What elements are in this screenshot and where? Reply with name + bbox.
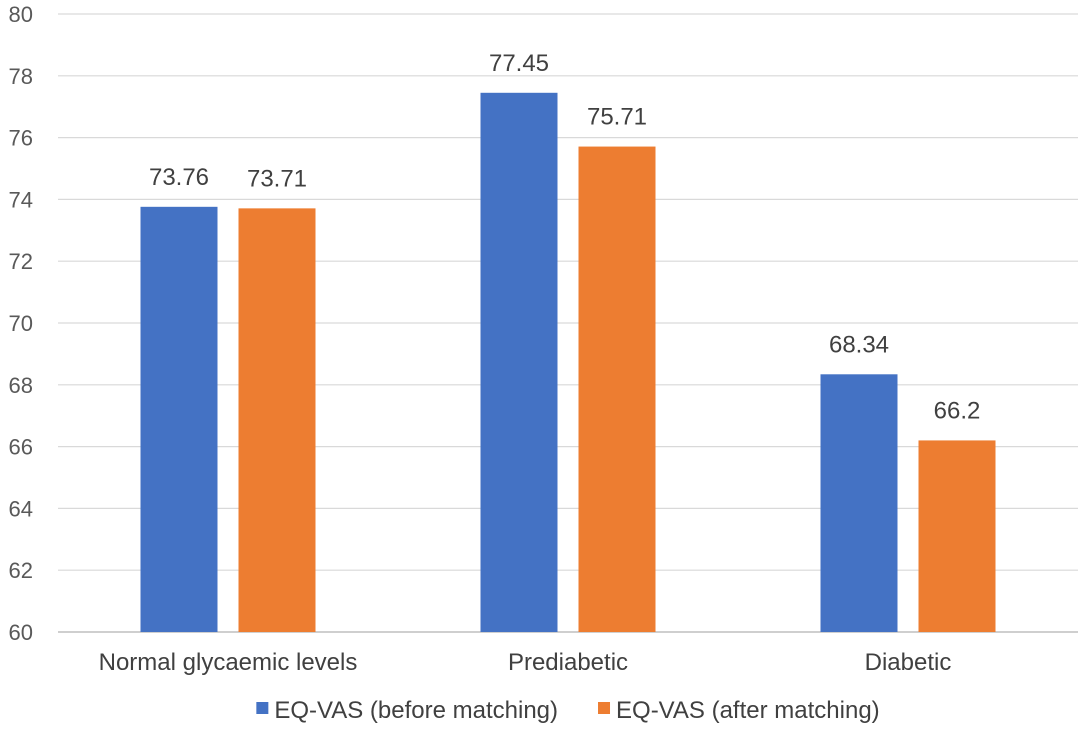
data-label: 73.71 bbox=[247, 165, 307, 192]
data-label: 73.76 bbox=[149, 164, 209, 191]
bar bbox=[918, 440, 996, 632]
y-tick-label: 64 bbox=[9, 496, 33, 521]
bars bbox=[140, 92, 996, 633]
legend-item: EQ-VAS (before matching) bbox=[256, 697, 558, 724]
legend-item: EQ-VAS (after matching) bbox=[598, 697, 880, 724]
x-category-label: Normal glycaemic levels bbox=[99, 649, 358, 676]
data-label: 77.45 bbox=[489, 50, 549, 77]
y-tick-label: 70 bbox=[9, 311, 33, 336]
bar bbox=[238, 208, 316, 632]
data-label: 66.2 bbox=[934, 397, 981, 424]
x-category-label: Diabetic bbox=[865, 649, 952, 676]
y-tick-label: 80 bbox=[9, 2, 33, 27]
y-tick-label: 72 bbox=[9, 249, 33, 274]
y-tick-label: 60 bbox=[9, 620, 33, 645]
legend-swatch bbox=[256, 702, 269, 714]
x-axis-categories: Normal glycaemic levels Prediabetic Diabet… bbox=[99, 649, 952, 676]
bar bbox=[140, 206, 218, 633]
gridlines bbox=[58, 13, 1078, 633]
legend: EQ-VAS (before matching) EQ-VAS (after ma… bbox=[256, 697, 880, 724]
data-labels: 73.76 73.71 77.45 75.71 68.34 66.2 bbox=[149, 50, 980, 425]
bar bbox=[480, 92, 558, 633]
legend-label: EQ-VAS (after matching) bbox=[616, 697, 880, 724]
legend-swatch bbox=[598, 702, 611, 714]
y-tick-label: 78 bbox=[9, 64, 33, 89]
y-tick-label: 76 bbox=[9, 126, 33, 151]
data-label: 68.34 bbox=[829, 331, 889, 358]
y-tick-label: 68 bbox=[9, 373, 33, 398]
y-tick-label: 74 bbox=[9, 187, 33, 212]
bar bbox=[820, 374, 898, 632]
y-tick-label: 62 bbox=[9, 558, 33, 583]
x-category-label: Prediabetic bbox=[508, 649, 628, 676]
y-tick-label: 66 bbox=[9, 435, 33, 460]
y-axis-ticks: 60 62 64 66 68 70 72 74 76 78 80 bbox=[9, 2, 33, 645]
data-label: 75.71 bbox=[587, 104, 647, 131]
bar bbox=[578, 146, 656, 632]
legend-label: EQ-VAS (before matching) bbox=[274, 697, 558, 724]
